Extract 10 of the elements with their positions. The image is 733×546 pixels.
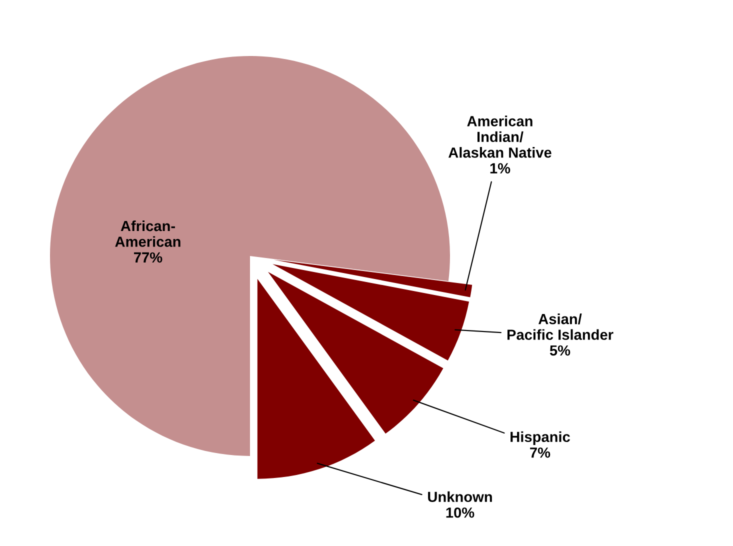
data-label: 1%: [490, 163, 510, 174]
slice-label: Asian/ Pacific Islander: [507, 313, 614, 340]
slice-label: American Indian/ Alaskan Native: [448, 116, 552, 158]
slice-label: Unknown: [428, 491, 492, 502]
data-label: 5%: [550, 345, 570, 356]
slice-label: African- American: [115, 220, 180, 247]
data-label: 7%: [530, 447, 550, 458]
slice-label: Hispanic: [510, 431, 570, 445]
data-label: 10%: [446, 507, 474, 518]
data-label: 77%: [134, 252, 162, 263]
